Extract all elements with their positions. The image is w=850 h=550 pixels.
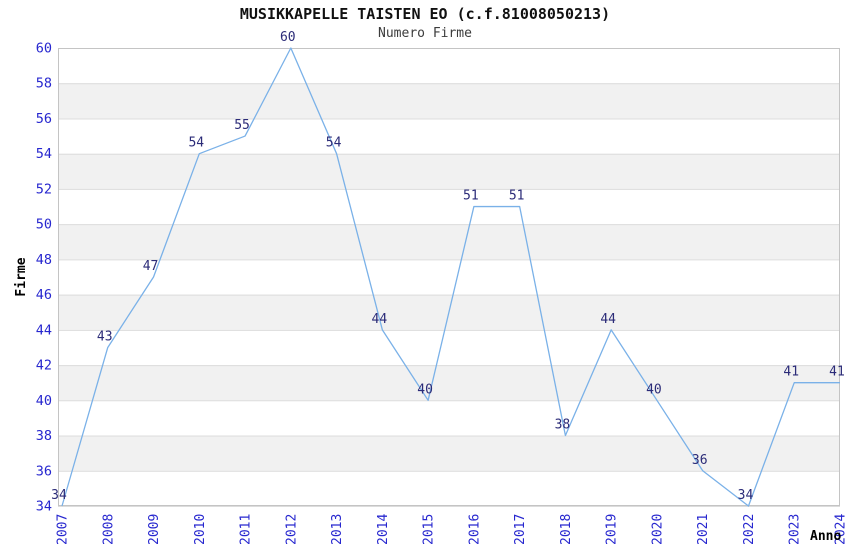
- chart-title: MUSIKKAPELLE TAISTEN EO (c.f.81008050213…: [239, 5, 611, 23]
- x-tick-label: 2015: [422, 514, 437, 545]
- data-label: 40: [646, 382, 662, 397]
- plot-background-bands: [58, 83, 840, 471]
- y-tick-label: 38: [36, 428, 52, 444]
- y-tick-label: 36: [36, 463, 52, 479]
- x-tick-label: 2011: [239, 514, 254, 545]
- x-tick-label: 2012: [284, 514, 299, 545]
- y-tick-label: 56: [36, 111, 52, 127]
- data-label: 55: [234, 118, 250, 133]
- x-tick-label: 2013: [330, 514, 345, 545]
- y-tick-label: 40: [36, 393, 52, 409]
- data-label: 60: [280, 30, 296, 45]
- y-tick-label: 58: [36, 76, 52, 92]
- data-label: 40: [417, 382, 433, 397]
- x-axis-tick-labels: 2007 2008 2009 2010 2011 2012 2013 2014 2015 2016…: [56, 514, 849, 545]
- x-tick-label: 2020: [650, 514, 665, 545]
- data-label: 36: [692, 453, 708, 468]
- data-label: 38: [555, 418, 571, 433]
- x-tick-label: 2022: [742, 514, 757, 545]
- band: [58, 365, 840, 401]
- x-tick-label: 2014: [376, 514, 391, 545]
- data-label: 34: [738, 488, 754, 503]
- plot-border: [58, 48, 840, 506]
- data-label: 54: [188, 136, 204, 151]
- y-tick-label: 54: [36, 146, 52, 162]
- band: [58, 83, 840, 119]
- y-tick-label: 42: [36, 358, 52, 374]
- x-tick-label: 2008: [101, 514, 116, 545]
- data-label: 47: [143, 259, 159, 274]
- x-tick-label: 2016: [467, 514, 482, 545]
- x-tick-label: 2024: [834, 514, 849, 545]
- data-label: 43: [97, 329, 113, 344]
- data-label: 44: [372, 312, 388, 327]
- x-tick-label: 2018: [559, 514, 574, 545]
- x-tick-label: 2009: [147, 514, 162, 545]
- data-label: 41: [783, 365, 799, 380]
- y-tick-label: 46: [36, 287, 52, 303]
- band: [58, 435, 840, 471]
- band: [58, 153, 840, 189]
- x-tick-label: 2017: [513, 514, 528, 545]
- data-label: 41: [829, 365, 845, 380]
- data-label: 51: [463, 189, 479, 204]
- x-axis-title: Anno: [810, 529, 842, 544]
- data-label: 44: [600, 312, 616, 327]
- series-line: [61, 47, 840, 507]
- y-tick-label: 52: [36, 181, 52, 197]
- x-tick-label: 2010: [193, 514, 208, 545]
- x-tick-label: 2007: [56, 514, 71, 545]
- y-tick-label: 50: [36, 217, 52, 233]
- x-tick-label: 2023: [788, 514, 803, 545]
- data-labels: 34 43 47 54 55 60 54 44 40 51 51 38 44 40 36 34 41 41: [51, 30, 845, 503]
- x-tick-label: 2021: [696, 514, 711, 545]
- y-tick-label: 44: [36, 322, 52, 338]
- band: [58, 224, 840, 260]
- x-tick-label: 2019: [605, 514, 620, 545]
- chart-subtitle: Numero Firme: [378, 26, 472, 41]
- y-tick-label: 48: [36, 252, 52, 268]
- y-axis-tick-labels: 34 36 38 40 42 44 46 48 50 52 54 56 58 60: [36, 41, 52, 515]
- y-tick-label: 34: [36, 499, 52, 515]
- data-label: 54: [326, 136, 342, 151]
- data-label: 51: [509, 189, 525, 204]
- y-tick-label: 60: [36, 41, 52, 57]
- data-label: 34: [51, 488, 67, 503]
